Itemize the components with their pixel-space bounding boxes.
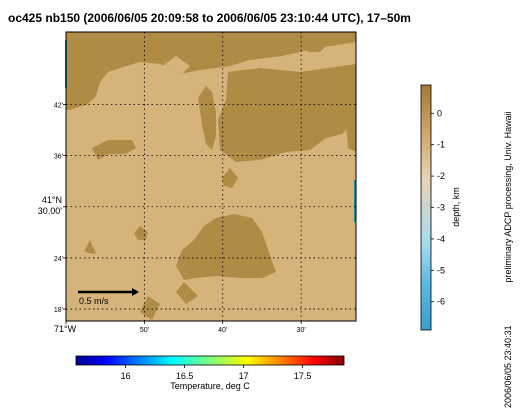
depth-tick-label-2: -2 bbox=[437, 171, 445, 181]
timestamp: 2006/06/05 23:40:31 bbox=[503, 325, 513, 408]
depth-tick-label-3: -3 bbox=[437, 203, 445, 213]
land-dark-islet-a bbox=[134, 226, 148, 240]
temperature-tick-label-3: 17.5 bbox=[294, 371, 312, 381]
temperature-tick-label-0: 16 bbox=[121, 371, 131, 381]
land-dark-strip bbox=[198, 86, 216, 150]
land-light-spot-north bbox=[160, 56, 190, 74]
scale-arrow-head bbox=[132, 288, 139, 296]
scale-arrow-label: 0.5 m/s bbox=[79, 296, 109, 306]
lat-tick-label-3: 24' bbox=[54, 256, 63, 263]
depth-tick-label-0: 0 bbox=[437, 108, 442, 118]
map-frame bbox=[65, 31, 357, 322]
lat-tick-label-0: 42' bbox=[54, 102, 63, 109]
land-dark-lobe-east bbox=[346, 118, 356, 152]
lon-tick-labels: 71°W 50' 40' 30' bbox=[54, 324, 306, 334]
depth-tick-label-4: -4 bbox=[437, 234, 445, 244]
temperature-colorbar-bar bbox=[75, 355, 345, 366]
depth-colorbar-ticks: 0 -1 -2 -3 -4 -5 -6 bbox=[431, 108, 445, 307]
land-dark-patch-east bbox=[222, 168, 238, 188]
land-dark-region-northeast bbox=[218, 64, 356, 162]
temperature-colorbar-label: Temperature, deg C bbox=[170, 381, 250, 391]
land-dark-islet-north bbox=[306, 38, 328, 52]
depth-tick-label-1: -1 bbox=[437, 140, 445, 150]
lat-tick-labels: 42' 36' 41°N30.00' 24' 18' bbox=[38, 102, 63, 314]
temperature-colorbar: 16 16.5 17 17.5 Temperature, deg C bbox=[75, 355, 345, 391]
lon-tick-label-2: 40' bbox=[218, 327, 227, 334]
lon-tick-label-0: 71°W bbox=[54, 324, 77, 334]
map-grid bbox=[63, 32, 356, 324]
land-dark-islet-c bbox=[176, 282, 198, 304]
depth-colorbar: 0 -1 -2 -3 -4 -5 -6 depth, km bbox=[420, 84, 461, 331]
chart-title: oc425 nb150 (2006/06/05 20:09:58 to 2006… bbox=[8, 11, 411, 25]
temperature-tick-label-1: 16.5 bbox=[176, 371, 194, 381]
map-plot: 42' 36' 41°N30.00' 24' 18' 71°W 50' 40' 30' 0.5… bbox=[38, 31, 357, 334]
lat-tick-label-2-minutes: 30.00' bbox=[38, 206, 63, 216]
depth-tick-label-5: -5 bbox=[437, 265, 445, 275]
lat-tick-label-2: 41°N bbox=[42, 195, 62, 205]
lat-tick-label-1: 36' bbox=[54, 154, 63, 161]
topography bbox=[66, 32, 356, 321]
lon-tick-label-1: 50' bbox=[140, 327, 149, 334]
land-dark-region-north bbox=[66, 32, 356, 110]
processing-credit: preliminary ADCP processing, Univ. Hawai… bbox=[503, 111, 513, 282]
lon-tick-label-3: 30' bbox=[297, 327, 306, 334]
depth-colorbar-label: depth, km bbox=[451, 187, 461, 227]
land-dark-islet-b bbox=[84, 240, 96, 254]
land-dark-islet-d bbox=[140, 296, 160, 320]
land-dark-patch-center bbox=[176, 214, 276, 280]
depth-colorbar-bar bbox=[420, 84, 432, 331]
land-dark-patch-west bbox=[92, 140, 136, 160]
lat-tick-label-4: 18' bbox=[54, 307, 63, 314]
depth-tick-label-6: -6 bbox=[437, 297, 445, 307]
temperature-colorbar-ticks: 16 16.5 17 17.5 bbox=[121, 365, 312, 381]
temperature-tick-label-2: 17 bbox=[239, 371, 249, 381]
